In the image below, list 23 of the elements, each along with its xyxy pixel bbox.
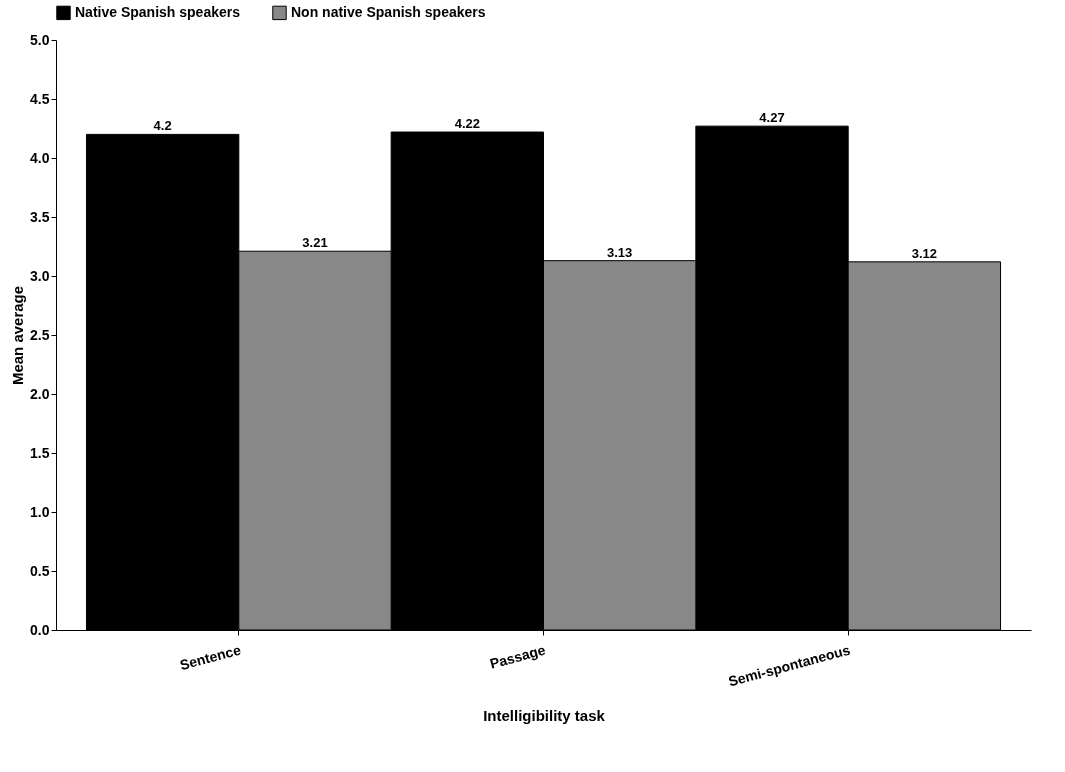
data-label: 3.12 <box>911 245 938 261</box>
legend-label: Non native Spanish speakers <box>291 3 486 20</box>
y-tick-label: 1.0 <box>30 503 50 520</box>
legend-label: Native Spanish speakers <box>75 3 241 20</box>
data-label: 3.13 <box>607 244 633 260</box>
y-tick-label: 0.5 <box>30 562 50 579</box>
data-label: 4.27 <box>759 110 785 126</box>
y-tick-label: 3.0 <box>30 267 50 284</box>
y-tick-label: 4.0 <box>30 149 50 166</box>
y-tick-label: 1.5 <box>30 444 50 461</box>
x-axis-title: Intelligibility task <box>483 707 606 725</box>
y-tick-label: 2.5 <box>30 326 50 343</box>
data-label: 4.2 <box>153 118 172 134</box>
data-label: 3.21 <box>302 235 328 251</box>
data-label: 4.22 <box>454 116 480 132</box>
x-tick-label: Sentence <box>178 641 243 674</box>
y-tick-label: 4.5 <box>30 90 50 107</box>
y-tick-label: 3.5 <box>30 208 50 225</box>
x-tick-label: Passage <box>488 641 548 672</box>
y-tick-label: 5.0 <box>30 31 50 48</box>
y-tick-label: 2.0 <box>30 385 50 402</box>
y-tick-label: 0.0 <box>30 621 50 638</box>
y-axis-title: Mean average <box>9 285 27 386</box>
